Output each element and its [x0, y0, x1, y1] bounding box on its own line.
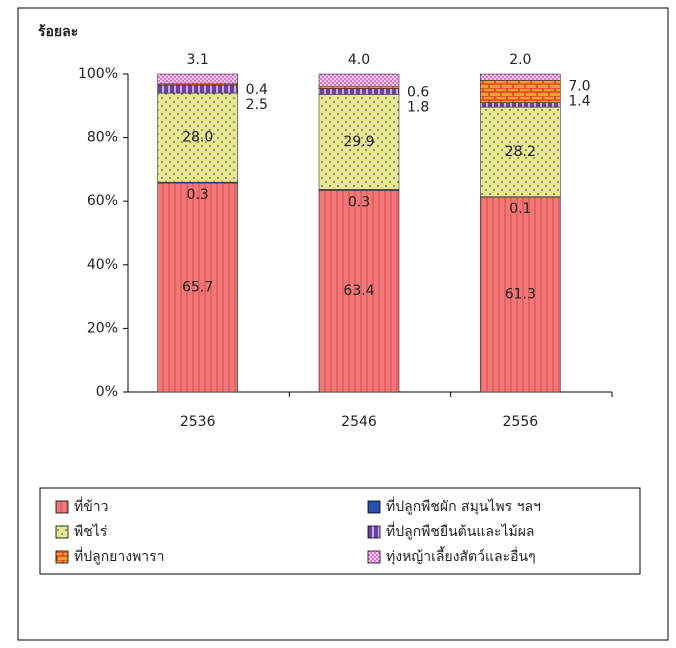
bar-segment [480, 80, 561, 103]
bar-segment [480, 106, 561, 198]
bar-segment [157, 73, 238, 85]
bar-segment [480, 196, 561, 393]
data-label: 2.0 [509, 52, 531, 68]
legend-swatch [55, 525, 69, 539]
y-tick-label: 40% [87, 257, 118, 273]
bar-segment [480, 73, 561, 81]
bar-segment [318, 190, 400, 393]
bar-segment [157, 182, 238, 393]
data-label: 7.0 [568, 78, 590, 94]
data-label: 1.8 [407, 100, 429, 116]
legend-label: ที่ปลูกพืชยืนต้นและไม้ผล [386, 522, 535, 540]
legend-swatch [55, 550, 69, 564]
y-tick-label: 0% [96, 384, 118, 400]
legend [39, 487, 641, 575]
data-label: 0.3 [348, 194, 370, 210]
y-axis-label: ร้อยละ [38, 24, 78, 40]
data-label: 65.7 [182, 280, 213, 296]
data-label: 3.1 [187, 52, 209, 68]
bar-segment [157, 92, 238, 183]
legend-label: ที่ปลูกยางพารา [74, 547, 165, 565]
legend-label: ที่ปลูกพืชผัก สมุนไพร ฯลฯ [386, 497, 541, 515]
data-label: 28.0 [182, 130, 213, 146]
data-label: 0.3 [187, 187, 209, 203]
bar-segment [480, 102, 561, 108]
data-label: 63.4 [343, 283, 374, 299]
bar-segment [318, 88, 400, 95]
legend-label: พืชไร่ [74, 523, 108, 540]
legend-swatch [367, 525, 381, 539]
y-tick-label: 20% [87, 320, 118, 336]
y-tick-label: 80% [87, 130, 118, 146]
bar-segment [318, 73, 400, 88]
x-tick-label: 2546 [341, 414, 377, 430]
data-label: 4.0 [348, 52, 370, 68]
bar-segment [157, 84, 238, 94]
bar-segment [318, 94, 400, 190]
legend-swatch [367, 500, 381, 514]
x-tick-label: 2556 [503, 414, 539, 430]
data-label: 0.1 [509, 201, 531, 217]
y-tick-label: 100% [78, 66, 118, 82]
x-tick-label: 2536 [180, 414, 216, 430]
data-label: 28.2 [505, 144, 536, 160]
legend-swatch [55, 500, 69, 514]
y-tick-label: 60% [87, 193, 118, 209]
data-label: 2.5 [246, 97, 268, 113]
data-label: 0.4 [246, 82, 268, 98]
legend-swatch [367, 550, 381, 564]
data-label: 29.9 [343, 134, 374, 150]
data-label: 1.4 [568, 93, 590, 109]
data-label: 0.6 [407, 85, 429, 101]
legend-label: ทุ่งหญ้าเลี้ยงสัตว์และอื่นๆ [386, 546, 536, 565]
legend-label: ที่ข้าว [74, 497, 109, 515]
data-label: 61.3 [505, 287, 536, 303]
